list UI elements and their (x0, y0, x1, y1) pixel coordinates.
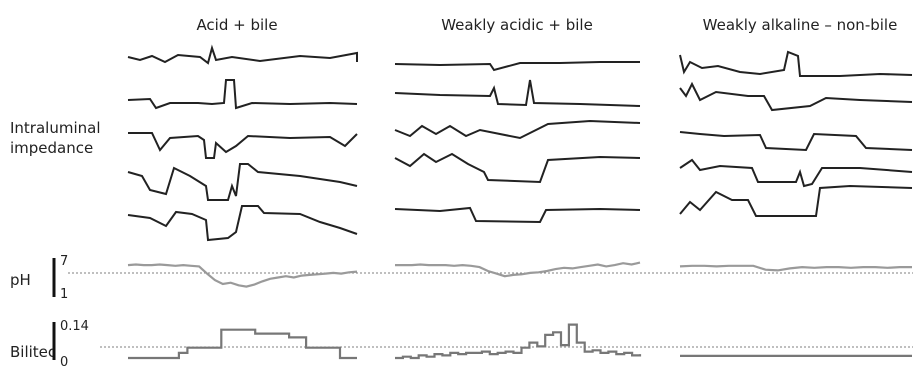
ph-traces (127, 261, 912, 288)
impedance-trace-acid-ch1 (127, 44, 358, 65)
impedance-trace-alk-ch3 (679, 131, 913, 152)
impedance-trace-alk-ch4 (679, 158, 913, 188)
impedance-trace-alk-ch2 (679, 81, 913, 112)
ph-trace-2 (395, 261, 641, 278)
impedance-traces (127, 44, 913, 242)
ph-scale-min: 1 (60, 287, 68, 302)
impedance-label-line1: Intraluminal (10, 119, 101, 137)
ph-trace-1 (127, 263, 358, 288)
bilitec-row-label: Bilitec (10, 343, 56, 361)
ph-row-label: pH (10, 271, 31, 289)
panel-title-weakly-acidic-bile: Weakly acidic + bile (441, 16, 593, 34)
bilitec-trace-1 (128, 328, 357, 360)
bilitec-scale-max: 0.14 (60, 319, 89, 334)
impedance-trace-acid-ch3 (128, 132, 358, 159)
impedance-trace-weakacid-ch4 (394, 152, 641, 184)
impedance-trace-acid-ch2 (127, 79, 358, 110)
impedance-trace-weakacid-ch5 (394, 206, 641, 224)
impedance-trace-acid-ch5 (127, 205, 358, 242)
panel-title-acid-bile: Acid + bile (196, 16, 277, 34)
ph-trace-3 (679, 264, 912, 272)
impedance-trace-weakacid-ch3 (394, 119, 641, 140)
impedance-trace-alk-ch5 (679, 184, 913, 217)
panel-title-weakly-alkaline: Weakly alkaline – non-bile (703, 16, 898, 34)
ph-scale-max: 7 (60, 254, 68, 269)
impedance-trace-alk-ch1 (679, 50, 913, 77)
impedance-trace-weakacid-ch2 (394, 79, 641, 107)
bilitec-trace-2 (395, 323, 642, 360)
bilitec-traces (128, 323, 912, 360)
impedance-trace-acid-ch4 (127, 163, 358, 201)
impedance-label-line2: impedance (10, 139, 93, 157)
bilitec-scale-min: 0 (60, 355, 68, 366)
impedance-trace-weakacid-ch1 (394, 61, 640, 72)
